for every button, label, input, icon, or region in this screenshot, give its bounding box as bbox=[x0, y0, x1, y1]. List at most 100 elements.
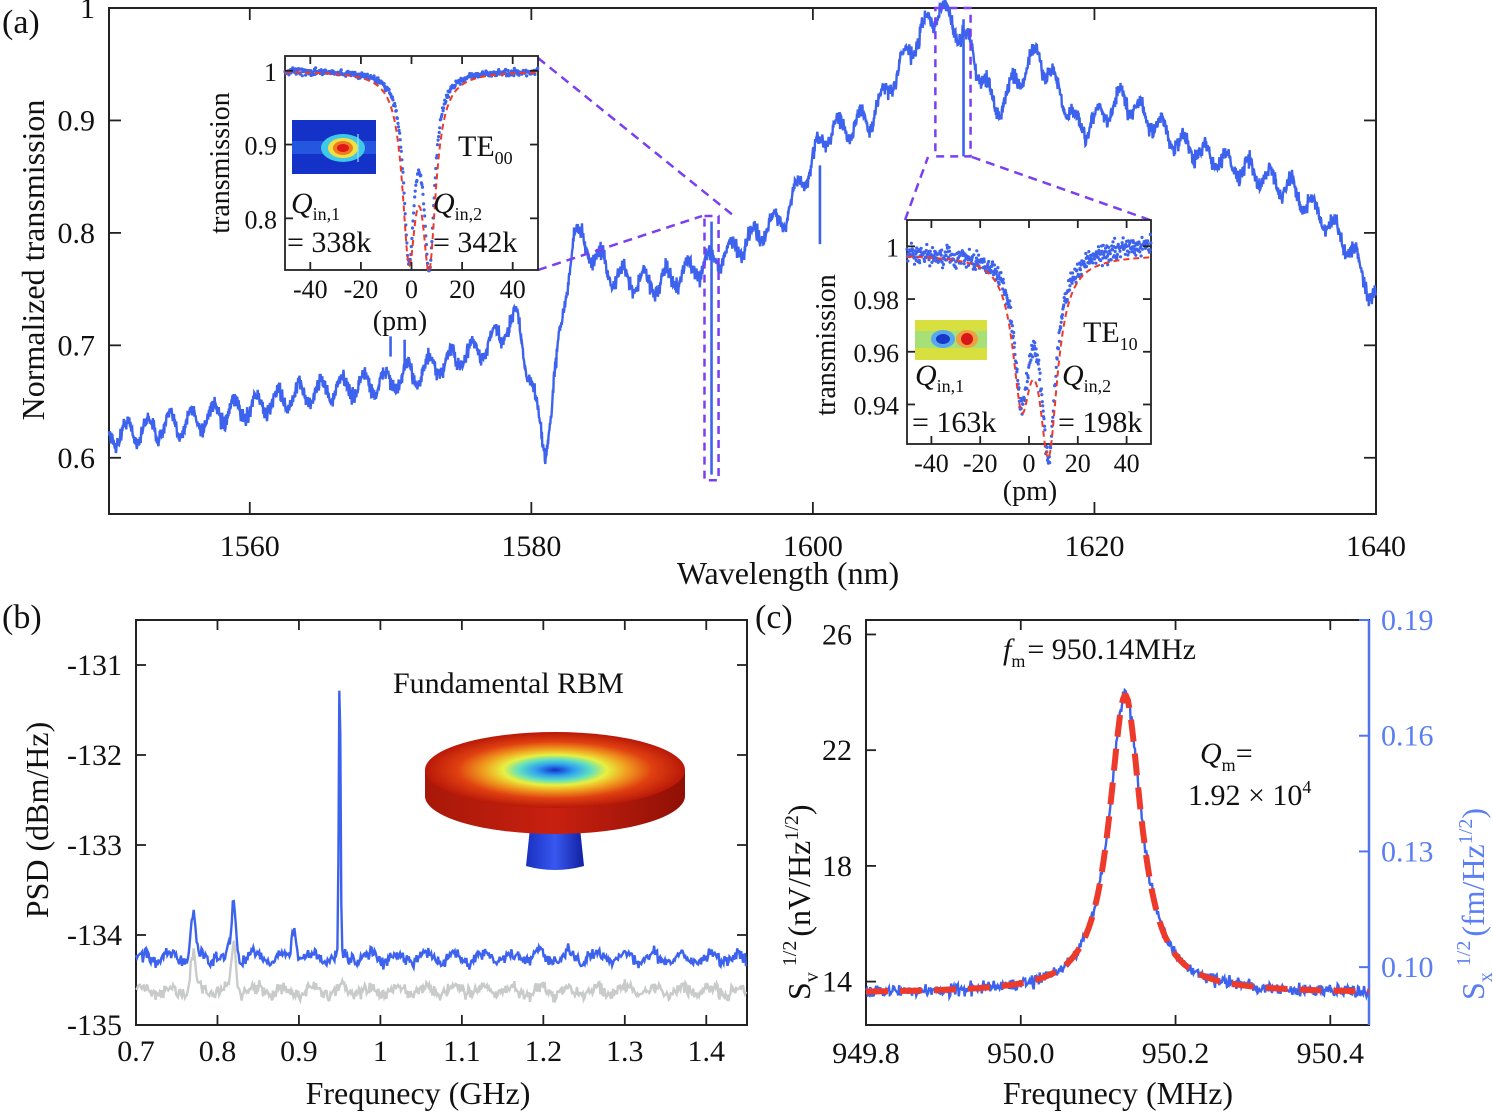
data-point bbox=[905, 247, 909, 251]
y-tick-label: -134 bbox=[67, 919, 122, 952]
data-point bbox=[936, 260, 940, 264]
data-point bbox=[396, 125, 401, 129]
data-point bbox=[363, 72, 367, 76]
data-point bbox=[1035, 353, 1039, 357]
data-point bbox=[1041, 404, 1045, 408]
data-point bbox=[402, 191, 406, 195]
data-point bbox=[1071, 271, 1075, 275]
x-tick-label: 40 bbox=[500, 275, 526, 304]
panel-b-ylabel: PSD (dBm/Hz) bbox=[19, 722, 55, 918]
data-point bbox=[1056, 346, 1061, 351]
data-point bbox=[1002, 281, 1006, 285]
inset-2-axes: -40 -20 0 20 40 0.94 0.96 0.98 1 bbox=[854, 220, 1151, 478]
fit-line bbox=[907, 255, 1151, 460]
data-point bbox=[1110, 248, 1115, 252]
data-point bbox=[1148, 248, 1152, 252]
data-point bbox=[1021, 402, 1025, 406]
x-tick-label: 1600 bbox=[783, 530, 843, 563]
data-point bbox=[1106, 263, 1110, 267]
y-tick-label: 14 bbox=[822, 966, 852, 999]
panel-c-ylabel-left: Sv1/2(nV/Hz1/2) bbox=[779, 804, 823, 1000]
data-point bbox=[995, 269, 999, 274]
data-point bbox=[393, 101, 397, 106]
data-point bbox=[973, 262, 977, 267]
data-point bbox=[419, 173, 423, 177]
inset-1-q1-symbol: Qin,1 bbox=[291, 187, 340, 224]
data-point bbox=[948, 249, 952, 253]
data-point bbox=[1060, 313, 1065, 317]
data-point bbox=[458, 79, 462, 83]
data-point bbox=[1025, 386, 1029, 391]
data-point bbox=[1038, 378, 1042, 382]
panel-c-qm-symbol: Qm= bbox=[1200, 737, 1253, 775]
data-point bbox=[442, 106, 446, 110]
data-point bbox=[429, 258, 433, 262]
data-point bbox=[913, 255, 917, 260]
panel-a-label: (a) bbox=[2, 4, 40, 41]
data-point bbox=[1107, 245, 1111, 249]
data-point bbox=[1123, 252, 1127, 256]
data-point bbox=[1082, 260, 1086, 264]
data-point bbox=[401, 170, 405, 174]
data-point bbox=[1146, 239, 1150, 243]
data-point bbox=[933, 250, 938, 254]
panel-c-axes: 949.8 950.0 950.2 950.4 14 18 22 26 0.10 0.13 0.16… bbox=[822, 604, 1434, 1070]
data-point bbox=[1059, 320, 1063, 324]
data-point bbox=[1140, 235, 1144, 239]
data-point bbox=[395, 116, 399, 120]
data-point bbox=[944, 253, 948, 257]
data-point bbox=[525, 74, 529, 78]
data-point bbox=[1137, 241, 1141, 245]
x-tick-label: 1620 bbox=[1064, 530, 1124, 563]
lorentzian-fit-line bbox=[866, 692, 1369, 995]
data-point bbox=[996, 266, 1000, 270]
data-point bbox=[1036, 362, 1040, 366]
data-point bbox=[938, 251, 943, 255]
data-point bbox=[947, 245, 951, 249]
data-point bbox=[930, 246, 935, 250]
data-point bbox=[1078, 268, 1083, 272]
data-point bbox=[1116, 242, 1120, 246]
inset-1-ylabel: transmission bbox=[205, 92, 236, 234]
data-point bbox=[420, 182, 424, 187]
data-point bbox=[414, 183, 418, 187]
data-point bbox=[425, 261, 430, 265]
data-point bbox=[1019, 396, 1023, 400]
x-tick-label: 0.7 bbox=[117, 1035, 155, 1068]
data-point bbox=[1054, 365, 1058, 369]
data-point bbox=[422, 202, 426, 206]
data-point bbox=[422, 208, 426, 212]
data-point bbox=[413, 189, 417, 193]
data-point bbox=[928, 264, 932, 268]
data-point bbox=[941, 262, 946, 266]
inset-1-mode-profile-image bbox=[292, 120, 376, 174]
panel-a-frame bbox=[108, 7, 1377, 515]
inset-1-q2-symbol: Qin,2 bbox=[433, 187, 482, 224]
data-point bbox=[314, 66, 318, 70]
x-tick-label: 1.2 bbox=[525, 1035, 563, 1068]
data-point bbox=[533, 72, 537, 76]
signal-line bbox=[134, 690, 748, 972]
data-point bbox=[405, 241, 409, 245]
data-point bbox=[924, 256, 928, 260]
inset-1-series bbox=[283, 66, 540, 273]
data-point bbox=[1121, 236, 1125, 240]
inset-1-xlabel: (pm) bbox=[373, 306, 427, 337]
data-point bbox=[438, 126, 442, 130]
data-point bbox=[991, 273, 996, 277]
data-point bbox=[940, 260, 944, 264]
y-tick-label: -131 bbox=[67, 649, 122, 682]
data-point bbox=[1033, 341, 1037, 345]
data-point bbox=[437, 135, 441, 139]
data-point bbox=[1087, 250, 1091, 254]
y-tick-label: 0.8 bbox=[58, 217, 96, 250]
inset-2-series bbox=[905, 232, 1153, 465]
data-point bbox=[393, 104, 397, 108]
y-tick-label: -132 bbox=[67, 739, 122, 772]
data-point bbox=[918, 261, 922, 265]
data-point bbox=[915, 246, 919, 250]
data-point bbox=[1039, 387, 1043, 391]
panel-c-label: (c) bbox=[755, 599, 793, 636]
panel-c-xlabel: Frequnecy (MHz) bbox=[1003, 1075, 1233, 1111]
data-point bbox=[423, 224, 427, 228]
